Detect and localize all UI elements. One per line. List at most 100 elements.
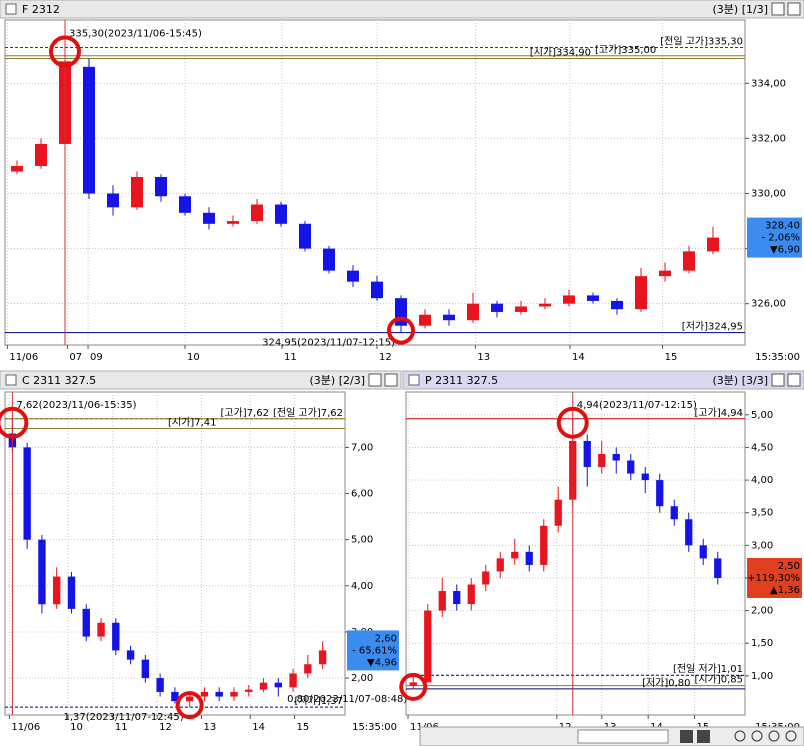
candle-body <box>203 212 215 224</box>
price-box-line: - 65,61% <box>352 645 397 656</box>
price-box-line: 2,60 <box>375 633 397 644</box>
y-tick-label: 334,00 <box>751 78 786 89</box>
zoom-in[interactable] <box>734 730 746 742</box>
zoom-out[interactable] <box>751 730 763 742</box>
y-tick-label: 2,00 <box>751 606 773 617</box>
candle-body <box>641 473 649 481</box>
y-tick-label: 1,00 <box>751 671 773 682</box>
highlight-circle <box>399 672 428 701</box>
x-tick-label: 11/06 <box>11 722 40 733</box>
price-box <box>747 217 802 258</box>
reference-label: [시가]7,41 <box>168 416 216 428</box>
candle-body <box>82 608 90 637</box>
y-tick-label: 326,00 <box>751 299 786 310</box>
candle-body <box>347 270 359 282</box>
maximize-button[interactable] <box>771 373 785 387</box>
y-tick-label: 4,50 <box>751 442 773 453</box>
maximize-button[interactable] <box>771 2 785 16</box>
candle-body <box>539 303 551 307</box>
x-tick-label: 10 <box>70 722 83 733</box>
candle-body <box>323 248 335 271</box>
scroll-thumb[interactable] <box>577 729 669 744</box>
candle-body <box>482 571 490 585</box>
pane-checkbox[interactable] <box>5 374 17 386</box>
candle-body <box>38 539 46 605</box>
candle-body <box>685 519 693 546</box>
x-tick-label: 09 <box>90 352 103 363</box>
reference-label: [전일 고가]7,62 <box>273 407 343 419</box>
y-tick-label: 7,00 <box>351 442 373 453</box>
pane-checkbox[interactable] <box>5 3 17 15</box>
highlight-circle <box>0 406 29 439</box>
reference-label: [시가]0,85 <box>695 674 743 686</box>
zoom-reset[interactable] <box>785 730 797 742</box>
candle-body <box>515 306 527 312</box>
candle-body <box>656 480 664 507</box>
candle-body <box>67 576 76 609</box>
x-tick-label: 14 <box>252 722 265 733</box>
candle-body <box>155 176 167 197</box>
pane-subtitle: (3분) [3/3] <box>713 374 768 387</box>
highlight-circle <box>387 316 415 345</box>
plot-area <box>4 391 346 716</box>
x-tick-label: 07 <box>69 352 82 363</box>
candle-body <box>215 691 223 697</box>
candle-body <box>179 196 191 213</box>
y-tick-label: 332,00 <box>751 133 786 144</box>
maximize-button[interactable] <box>368 373 382 387</box>
pane-checkbox[interactable] <box>408 374 420 386</box>
zoom-fit[interactable] <box>768 730 780 742</box>
y-tick-label: 1,50 <box>751 638 773 649</box>
x-tick-label: 12 <box>379 352 392 363</box>
candle-body <box>275 204 287 224</box>
scrollbar[interactable] <box>419 726 804 746</box>
candle-body <box>699 545 707 559</box>
candle-body <box>670 506 678 520</box>
y-tick-label: 2,00 <box>351 673 373 684</box>
candle-body <box>274 682 282 688</box>
reference-label: [저가]1,37 <box>295 695 343 707</box>
candle-body <box>491 303 503 312</box>
reference-label: [전일 저가]1,01 <box>673 663 743 675</box>
candle-body <box>141 659 150 679</box>
candle-body <box>683 251 695 271</box>
reference-label: [고가]4,94 <box>695 407 743 419</box>
price-box <box>347 630 399 671</box>
x-tick-label: 10 <box>187 352 200 363</box>
candle-body <box>97 622 105 637</box>
high-note: 7,62(2023/11/06-15:35) <box>16 400 136 411</box>
candle-body <box>453 591 461 605</box>
scroll-button[interactable] <box>680 730 693 743</box>
low-note: 1,37(2023/11/07-12:45) <box>64 712 184 723</box>
candle-body <box>171 691 179 702</box>
reference-label: [고가]335,00 <box>595 44 656 56</box>
reference-label: [시가]334,90 <box>530 47 591 59</box>
candle-body <box>598 453 606 468</box>
candle-body <box>419 314 431 326</box>
stop-button[interactable] <box>697 730 710 743</box>
y-tick-label: 6,00 <box>351 489 373 500</box>
candle-body <box>318 650 327 665</box>
x-tick-label: 12 <box>159 722 172 733</box>
candle-body <box>467 584 475 605</box>
candle-body <box>563 295 575 304</box>
candle-body <box>156 678 164 692</box>
pane-header <box>402 370 804 390</box>
price-box-line: 328,40 <box>765 221 800 232</box>
candle-body <box>467 303 479 321</box>
close-button[interactable] <box>787 2 801 16</box>
candle-body <box>438 591 446 611</box>
price-box <box>747 557 802 598</box>
candle-body <box>107 193 119 208</box>
reference-label: [저가]324,95 <box>682 321 743 333</box>
candle-body <box>525 551 533 565</box>
candle-body <box>554 499 562 526</box>
close-button[interactable] <box>384 373 398 387</box>
highlight-circle <box>556 406 589 439</box>
close-button[interactable] <box>787 373 801 387</box>
x-tick-label: 13 <box>477 352 490 363</box>
x-tick-label: 11 <box>115 722 128 733</box>
candle-body <box>707 237 719 252</box>
candle-body <box>304 664 312 674</box>
